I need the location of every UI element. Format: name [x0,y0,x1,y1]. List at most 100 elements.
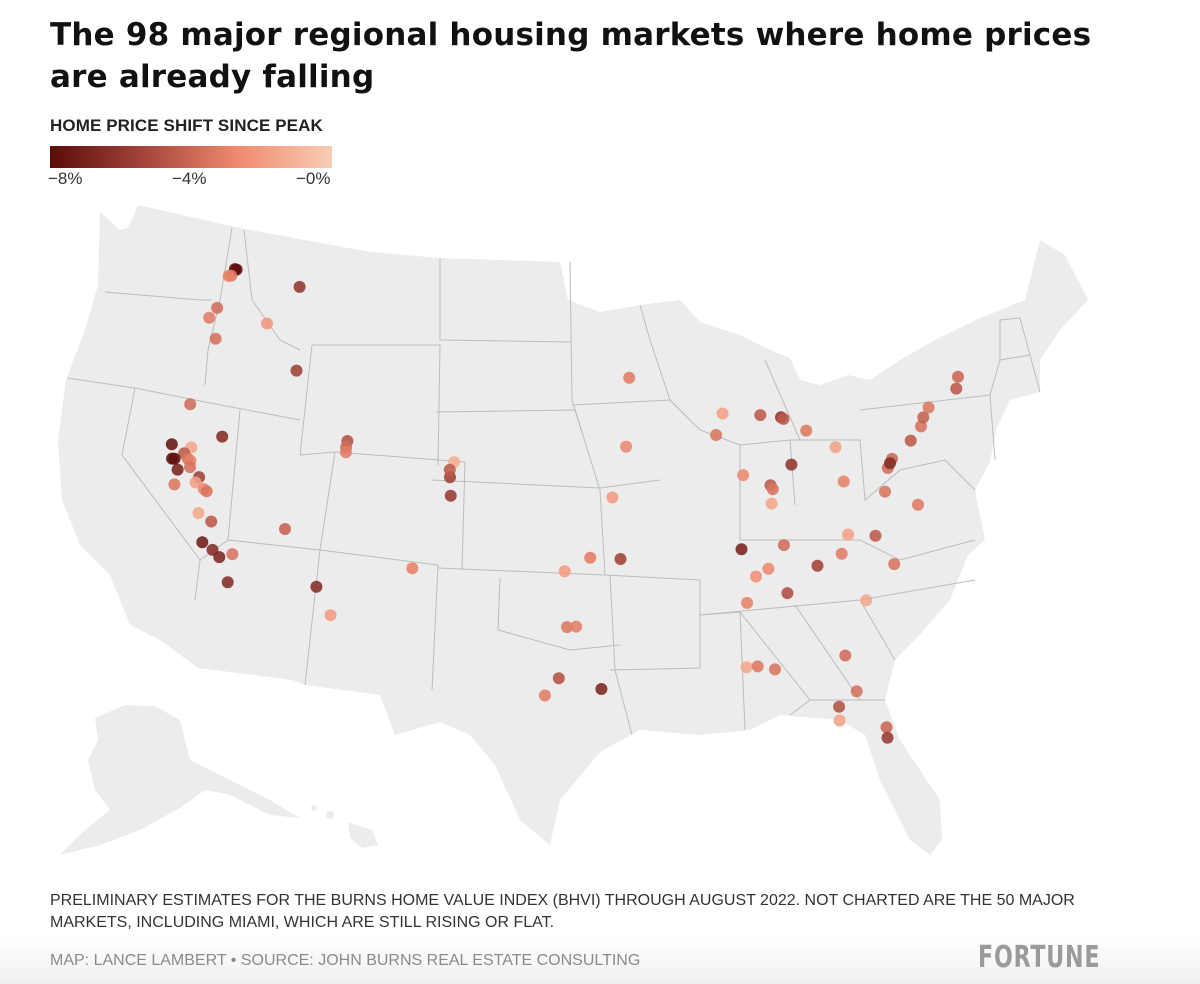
market-dot [200,485,213,498]
credit-line: MAP: LANCE LAMBERT • SOURCE: JOHN BURNS … [50,952,641,969]
market-dot [595,683,608,695]
market-dot [952,370,964,383]
border-oh-pa [790,439,901,502]
legend-color-ramp [50,146,332,168]
border-ar-la [609,580,701,671]
us-map [58,205,1088,855]
market-dot [842,528,855,541]
market-dot [209,332,222,345]
market-dot [538,689,551,702]
market-markers [165,263,964,744]
market-dot [881,731,894,744]
market-dot [833,714,846,727]
legend-tick-mid: −4% [172,169,207,188]
alaska-landmass [60,705,300,855]
border-nm-tx [431,564,439,691]
market-dot [781,587,794,600]
market-dot [754,409,767,422]
hawaii-island [311,805,317,811]
legend-tick-max: −0% [296,169,331,188]
market-dot [189,476,202,489]
fortune-logo: FORTUNE [978,940,1101,975]
market-dot [737,469,750,482]
market-dot [213,551,226,564]
market-dot [904,434,917,447]
market-dot [879,485,891,498]
market-dot [766,483,779,496]
market-dot [884,457,896,470]
market-dot [950,382,963,395]
market-dot [196,536,209,549]
hawaii-island [326,811,334,819]
market-dot [751,660,764,673]
border-mn-wi [639,304,671,401]
border-ga-sc [794,604,861,701]
market-dot [222,269,235,282]
market-dot [735,543,748,556]
market-dot [293,280,306,293]
market-dot [606,491,619,504]
market-dot [880,721,893,734]
market-dot [324,609,337,622]
market-dot [811,559,824,572]
market-dot [850,685,863,698]
market-dot [168,478,181,491]
border-nd [439,258,571,343]
market-dot [833,700,846,713]
market-dot [860,594,873,607]
market-dot [785,458,798,471]
market-dot [558,565,571,578]
footnote: PRELIMINARY ESTIMATES FOR THE BURNS HOME… [50,892,1075,931]
market-dot [777,412,790,425]
market-dot [769,663,781,676]
market-dot [216,430,229,443]
market-dot [912,498,924,511]
market-dot [777,539,790,552]
border-or-ca-nv-id-ut [66,377,301,421]
market-dot [837,475,850,488]
border-md [899,459,976,491]
market-dot [165,438,178,451]
market-dot [584,551,597,564]
market-dot [922,401,935,414]
market-dot [614,553,627,565]
border-sc-nc [859,599,896,661]
base-land [58,205,1088,855]
market-dot [290,364,303,377]
border-mi-wi [764,359,801,441]
market-dot [740,661,753,674]
market-dot [184,461,196,474]
border-wa-or-id [204,227,233,386]
market-dot [762,562,775,575]
border-wa-or [104,291,212,301]
border-ky-va [740,539,976,561]
market-dot [750,570,762,583]
border-ia-mo [599,479,661,489]
market-dot [310,580,323,593]
market-dot [915,420,927,433]
state-borders [66,227,1041,736]
footer-band [0,935,1200,984]
market-dot [741,596,754,609]
market-dot [444,489,457,502]
border-mn-ia-mo [569,261,606,576]
market-dot [443,463,456,476]
market-dot [203,311,216,324]
market-dot [279,523,291,535]
market-dot [917,411,930,424]
market-dot [184,398,197,411]
market-dot [168,452,181,465]
us-landmass [58,205,1088,855]
market-dot [205,515,218,528]
market-dot [226,548,239,561]
market-dot [800,424,813,437]
hawaii-landmass [348,822,378,848]
market-dot [339,446,352,459]
border-ut-co [319,451,336,551]
market-dot [192,507,205,519]
market-dot [552,672,565,685]
legend-tick-min: −8% [48,169,83,188]
market-dot [211,301,224,314]
market-dot [835,547,848,560]
